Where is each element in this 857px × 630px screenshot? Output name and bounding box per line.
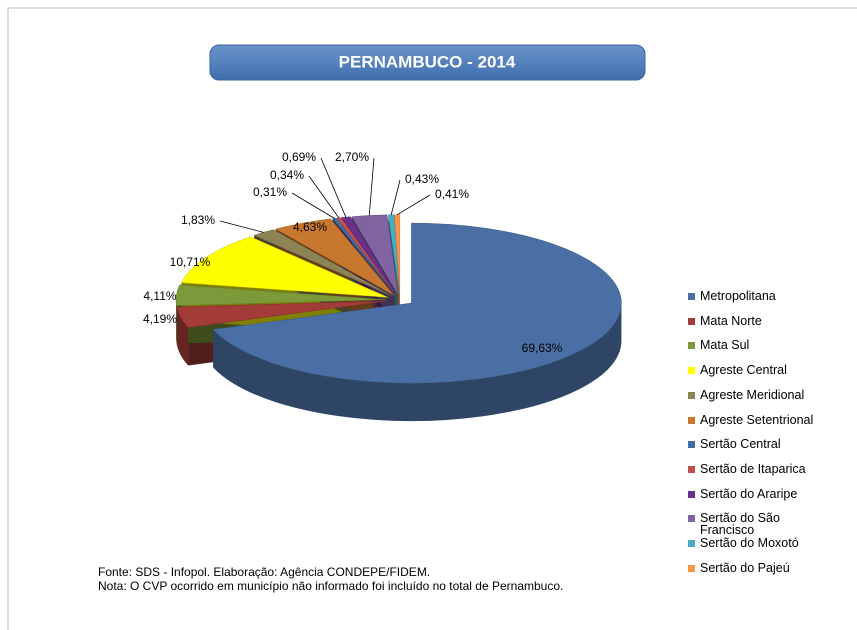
chart-title: PERNAMBUCO - 2014: [339, 52, 516, 71]
slice-side: [213, 303, 622, 422]
legend-swatch: [688, 490, 695, 498]
data-label: 4,19%: [143, 312, 177, 326]
legend-swatch: [688, 416, 695, 424]
legend-label: Sertão de Itaparica: [700, 461, 806, 476]
pie: 69,63% 4,19% 4,11% 10,71% 1,83% 4,63% 0,31% 0,3…: [143, 150, 622, 422]
legend-swatch: [688, 342, 695, 350]
data-label: 0,69%: [282, 150, 316, 164]
legend-label: Metropolitana: [700, 289, 776, 303]
title-box: [209, 44, 646, 81]
leader-line: [308, 175, 340, 219]
slice-side: [176, 299, 177, 344]
slice-side: [176, 306, 189, 366]
legend-label: Mata Norte: [700, 313, 762, 328]
leader-line: [291, 192, 335, 219]
data-label: 0,41%: [435, 187, 469, 201]
slice: [253, 229, 392, 296]
data-label: 0,34%: [270, 168, 304, 182]
leader-line: [219, 220, 264, 233]
slice: [212, 222, 622, 384]
data-label: 2,70%: [335, 150, 369, 164]
note: Nota: O CVP ocorrido em município não in…: [98, 579, 564, 593]
legend-label: Sertão do Araripe: [700, 486, 798, 501]
note: Fonte: SDS - Infopol. Elaboração: Agênci…: [98, 565, 431, 579]
legend-swatch: [688, 367, 695, 375]
leader-line: [390, 179, 401, 215]
legend-label: Agreste Setentrional: [700, 412, 814, 427]
legend-label: Agreste Meridional: [700, 387, 805, 402]
legend-swatch: [688, 540, 695, 547]
slice: [394, 214, 401, 295]
legend-label: Mata Sul: [700, 338, 750, 353]
legend-swatch: [688, 515, 695, 523]
slice: [175, 284, 387, 306]
data-label: 0,31%: [253, 185, 287, 199]
legend-label: Agreste Central: [700, 363, 787, 378]
slice: [181, 236, 388, 298]
legend-swatch: [688, 564, 695, 572]
legend-swatch: [688, 391, 695, 399]
data-label: 10,71%: [170, 255, 211, 269]
slice: [275, 218, 395, 296]
data-label: 4,63%: [293, 220, 327, 234]
legend-swatch: [688, 465, 695, 473]
leader-line: [320, 157, 347, 218]
slice: [176, 300, 387, 328]
data-label: 69,63%: [522, 341, 563, 355]
data-label: 0,43%: [405, 172, 439, 186]
legend-label: Sertão Central: [700, 437, 781, 452]
legend-label: Sertão do Moxotó: [700, 536, 799, 550]
data-label: 1,83%: [181, 213, 215, 227]
legend-label: Sertão do São Francisco: [700, 511, 780, 538]
legend-swatch: [688, 317, 695, 325]
frame: [7, 7, 857, 630]
leader-line: [396, 194, 431, 216]
data-label: 4,11%: [143, 289, 176, 303]
legend-label: Sertão do Pajeú: [700, 560, 790, 575]
slice: [351, 214, 399, 295]
leader-line: [368, 157, 375, 216]
legend-swatch: [688, 293, 695, 300]
legend-swatch: [688, 441, 695, 449]
